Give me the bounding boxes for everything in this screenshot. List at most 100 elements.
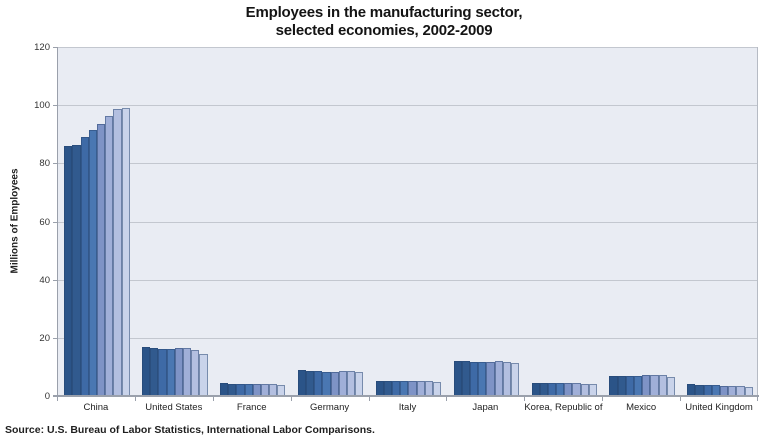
bar-2005 — [478, 362, 487, 396]
y-tick-label: 60 — [39, 216, 50, 228]
bar-2007 — [260, 384, 270, 396]
gridline — [58, 221, 757, 223]
bar-2007 — [650, 374, 659, 396]
x-tick-mark — [290, 397, 292, 401]
bar-2007 — [183, 348, 192, 396]
bar-2009 — [588, 384, 598, 396]
bar-group — [214, 47, 292, 396]
y-tick-mark — [53, 105, 57, 107]
y-tick-label: 100 — [34, 100, 50, 112]
x-tick-mark — [134, 397, 136, 401]
x-category-label: Italy — [398, 402, 417, 413]
y-tick-mark — [53, 279, 57, 281]
bar-2002 — [531, 382, 540, 396]
bar-2005 — [322, 371, 331, 396]
x-tick-mark — [212, 397, 214, 401]
bar-2004 — [236, 383, 245, 396]
y-tick-label: 40 — [39, 274, 50, 286]
bar-2009 — [510, 362, 520, 396]
bar-2002 — [64, 146, 73, 396]
bar-2009 — [744, 387, 753, 396]
y-tick-mark — [53, 221, 57, 223]
bar-2007 — [494, 361, 503, 396]
bar-2006 — [174, 348, 183, 396]
bar-2006 — [252, 384, 261, 396]
bar-2009 — [277, 384, 286, 396]
bar-2005 — [88, 129, 97, 396]
bar-2006 — [720, 385, 729, 396]
bar-2002 — [219, 383, 229, 396]
source-note: Source: U.S. Bureau of Labor Statistics,… — [5, 424, 375, 436]
bar-2004 — [158, 348, 167, 396]
bar-2008 — [269, 384, 278, 396]
bar-2009 — [355, 371, 364, 396]
x-category-label: Germany — [310, 402, 350, 413]
x-category-label: Mexico — [626, 402, 657, 413]
y-tick-label: 120 — [34, 42, 50, 53]
y-tick-label: 0 — [44, 391, 50, 402]
bar-2006 — [408, 381, 417, 396]
bar-group — [603, 47, 681, 396]
bar-2008 — [191, 349, 200, 396]
bar-2004 — [80, 136, 89, 396]
bar-2003 — [695, 384, 704, 396]
gridline — [58, 47, 757, 48]
x-category-label: Japan — [472, 402, 499, 413]
y-tick-label: 80 — [39, 158, 50, 170]
bar-2008 — [346, 371, 356, 396]
bar-2004 — [392, 381, 401, 396]
x-tick-mark — [602, 397, 604, 401]
bar-2003 — [306, 370, 315, 396]
bar-group — [58, 47, 136, 396]
bar-2009 — [121, 108, 130, 396]
x-category-label: China — [83, 402, 109, 413]
bar-2008 — [502, 361, 511, 396]
chart-title-line1: Employees in the manufacturing sector, — [245, 4, 523, 21]
bar-2003 — [539, 382, 548, 396]
bar-2005 — [400, 381, 409, 396]
bar-2003 — [228, 383, 237, 396]
x-category-label: Korea, Republic of — [524, 402, 603, 413]
plot-area — [57, 47, 758, 396]
bar-2003 — [150, 348, 159, 396]
bar-2006 — [642, 375, 651, 396]
bar-2004 — [625, 375, 634, 396]
y-tick-label: 20 — [39, 332, 50, 344]
bar-2008 — [424, 381, 434, 396]
y-tick-mark — [53, 163, 57, 165]
bar-2007 — [338, 371, 347, 396]
bar-2006 — [330, 371, 339, 396]
bar-2003 — [461, 360, 470, 396]
bar-group — [681, 47, 759, 396]
y-tick-mark — [53, 337, 57, 339]
gridline — [58, 337, 757, 339]
bar-2005 — [556, 382, 565, 396]
bar-2009 — [666, 376, 675, 396]
bar-2004 — [547, 382, 557, 396]
chart-title-line2: selected economies, 2002-2009 — [275, 22, 493, 39]
bar-group — [136, 47, 214, 396]
bar-2008 — [113, 109, 122, 396]
bar-2008 — [658, 375, 667, 396]
bar-2004 — [703, 384, 712, 396]
bar-group — [525, 47, 603, 396]
bar-2006 — [96, 123, 106, 396]
x-tick-mark — [446, 397, 448, 401]
gridline — [58, 163, 757, 165]
bar-2006 — [486, 361, 495, 396]
y-tick-mark — [53, 47, 57, 48]
bar-2007 — [728, 385, 737, 396]
bar-group — [292, 47, 370, 396]
bar-2008 — [580, 383, 589, 396]
chart-title: Employees in the manufacturing sector, s… — [0, 4, 768, 40]
x-tick-mark — [524, 397, 526, 401]
bar-2004 — [314, 371, 323, 396]
x-category-label: United States — [145, 402, 203, 413]
bar-2003 — [72, 144, 81, 396]
x-tick-mark — [680, 397, 682, 401]
bar-2007 — [572, 383, 581, 396]
x-tick-mark — [757, 397, 758, 401]
bar-2005 — [244, 383, 253, 396]
bar-2008 — [736, 386, 745, 396]
